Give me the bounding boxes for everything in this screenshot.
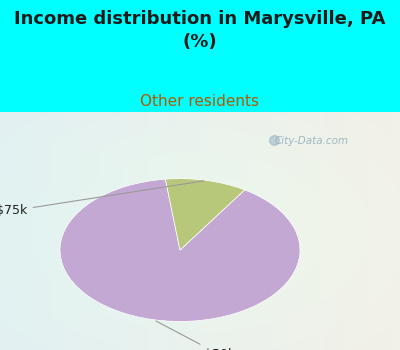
- Text: Income distribution in Marysville, PA
(%): Income distribution in Marysville, PA (%…: [14, 10, 386, 51]
- Wedge shape: [165, 178, 245, 250]
- Text: Other residents: Other residents: [140, 94, 260, 110]
- Wedge shape: [60, 179, 300, 321]
- Text: City-Data.com: City-Data.com: [275, 135, 349, 146]
- Text: $75k: $75k: [0, 181, 204, 217]
- Text: $50k: $50k: [156, 321, 236, 350]
